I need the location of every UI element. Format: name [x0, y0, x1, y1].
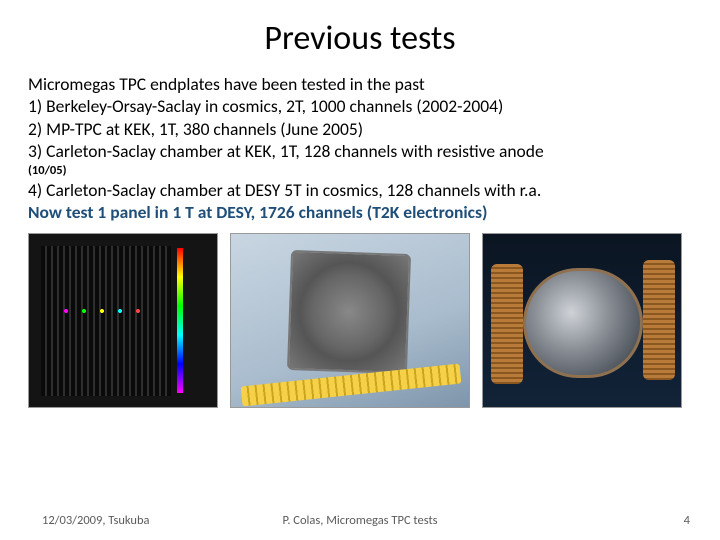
detector-image [482, 233, 682, 408]
footer-author: P. Colas, Micromegas TPC tests [0, 513, 720, 528]
colored-dots [57, 308, 147, 314]
bullet-2: 2) MP-TPC at KEK, 1T, 380 channels (June… [28, 118, 692, 140]
bullet-4: 4) Carleton-Saclay chamber at DESY 5T in… [28, 179, 692, 201]
bullet-1: 1) Berkeley-Orsay-Saclay in cosmics, 2T,… [28, 95, 692, 117]
endplate-shape [287, 250, 411, 374]
channel-map-image [28, 233, 218, 408]
right-coil [643, 260, 675, 380]
slide-container: Previous tests Micromegas TPC endplates … [0, 0, 720, 540]
bullet-3: 3) Carleton-Saclay chamber at KEK, 1T, 1… [28, 140, 692, 162]
color-scale-bar [177, 248, 183, 393]
slide-footer: 12/03/2009, Tsukuba P. Colas, Micromegas… [0, 513, 720, 528]
body-text-block: Micromegas TPC endplates have been teste… [28, 73, 692, 223]
slide-title: Previous tests [28, 18, 692, 59]
left-coil [491, 264, 523, 384]
highlight-line: Now test 1 panel in 1 T at DESY, 1726 ch… [28, 201, 692, 223]
endplate-image [230, 233, 470, 408]
intro-line: Micromegas TPC endplates have been teste… [28, 73, 692, 95]
detector-drum [523, 268, 643, 378]
dark-lines [41, 246, 171, 396]
inline-date: (10/05) [28, 163, 692, 179]
image-row [28, 233, 692, 408]
